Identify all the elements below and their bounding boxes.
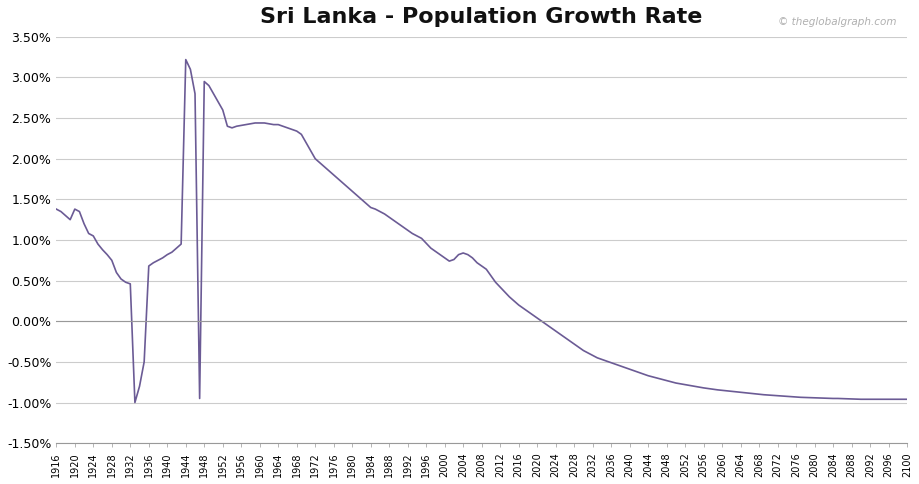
Title: Sri Lanka - Population Growth Rate: Sri Lanka - Population Growth Rate: [260, 7, 703, 27]
Text: © theglobalgraph.com: © theglobalgraph.com: [777, 17, 896, 27]
